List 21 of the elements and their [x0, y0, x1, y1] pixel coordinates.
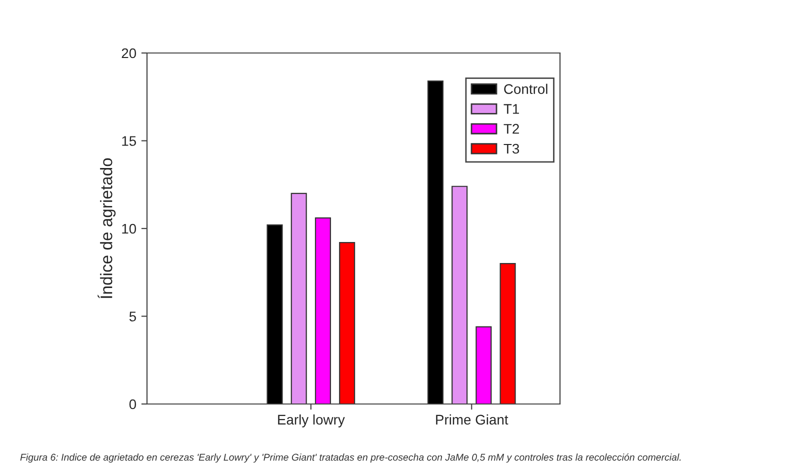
bar — [314, 217, 331, 404]
y-tick-label: 0 — [129, 399, 136, 410]
bar — [476, 326, 492, 404]
y-tick-label: 15 — [122, 136, 136, 146]
text: Figura 6: Indice de agrietado en cerezas 'Early Lowry' y 'Prime Giant' tratadas en pre-cosecha con JaMe 0,5 mM y controles tras la recolección comercial. — [20, 453, 681, 463]
x-tick-label: Prime Giant — [436, 414, 508, 425]
bar — [500, 263, 516, 404]
bar — [427, 80, 444, 404]
bar — [266, 224, 283, 404]
legend-label: T1 — [504, 104, 519, 114]
y-tick-label: 10 — [122, 224, 136, 234]
y-tick-label: 20 — [122, 48, 136, 58]
bar — [339, 242, 356, 404]
legend-label: T2 — [504, 124, 519, 134]
y-axis-title: Índice de agrietado — [98, 158, 116, 298]
y-tick-label: 5 — [129, 312, 136, 322]
bar — [290, 192, 307, 404]
bar — [452, 186, 468, 404]
legend-label: Control — [504, 84, 548, 94]
x-tick-label: Early lowry — [278, 414, 345, 428]
legend-label: T3 — [504, 144, 520, 154]
